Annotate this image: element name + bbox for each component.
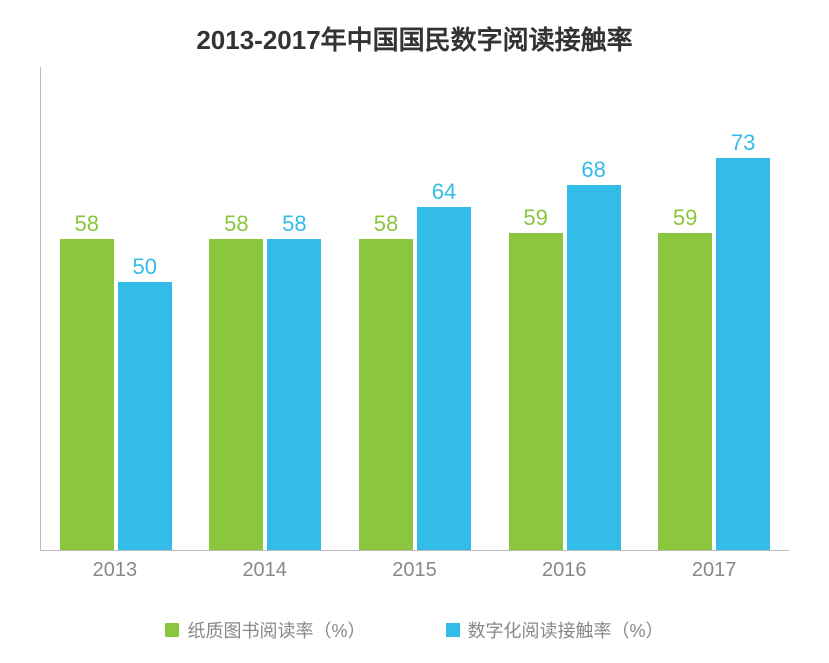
bar: 64 — [417, 207, 471, 550]
bar: 59 — [658, 233, 712, 550]
plot-area: 58505858586459685973 — [40, 67, 789, 551]
bar-value-label: 58 — [374, 211, 398, 237]
bar-group: 5864 — [359, 67, 471, 550]
chart-container: 2013-2017年中国国民数字阅读接触率 585058585864596859… — [0, 0, 829, 663]
bar-value-label: 73 — [731, 130, 755, 156]
legend-item: 纸质图书阅读率（%） — [165, 617, 365, 643]
bar: 58 — [359, 239, 413, 550]
legend-swatch — [165, 623, 179, 637]
bar-value-label: 59 — [523, 205, 547, 231]
legend: 纸质图书阅读率（%） 数字化阅读接触率（%） — [30, 617, 799, 643]
bar: 59 — [509, 233, 563, 550]
bar-value-label: 58 — [224, 211, 248, 237]
bar: 58 — [60, 239, 114, 550]
bar-group: 5850 — [60, 67, 172, 550]
bar-value-label: 64 — [432, 179, 456, 205]
bar-value-label: 50 — [133, 254, 157, 280]
bar-value-label: 58 — [282, 211, 306, 237]
bar-group: 5858 — [209, 67, 321, 550]
legend-label: 纸质图书阅读率（%） — [187, 617, 365, 643]
chart-title: 2013-2017年中国国民数字阅读接触率 — [30, 20, 799, 57]
legend-item: 数字化阅读接触率（%） — [446, 617, 664, 643]
legend-swatch — [446, 623, 460, 637]
bar-group: 5968 — [509, 67, 621, 550]
x-tick-label: 2014 — [190, 559, 340, 582]
bar-value-label: 59 — [673, 205, 697, 231]
legend-label: 数字化阅读接触率（%） — [468, 617, 664, 643]
bar-value-label: 68 — [581, 157, 605, 183]
bar: 73 — [716, 158, 770, 550]
x-axis: 20132014201520162017 — [40, 559, 789, 582]
x-tick-label: 2017 — [639, 559, 789, 582]
x-tick-label: 2016 — [489, 559, 639, 582]
bar: 58 — [267, 239, 321, 550]
x-tick-label: 2013 — [40, 559, 190, 582]
bar: 50 — [118, 282, 172, 550]
x-tick-label: 2015 — [340, 559, 490, 582]
bar-group: 5973 — [658, 67, 770, 550]
bar: 68 — [567, 185, 621, 550]
bar-value-label: 58 — [75, 211, 99, 237]
bar: 58 — [209, 239, 263, 550]
